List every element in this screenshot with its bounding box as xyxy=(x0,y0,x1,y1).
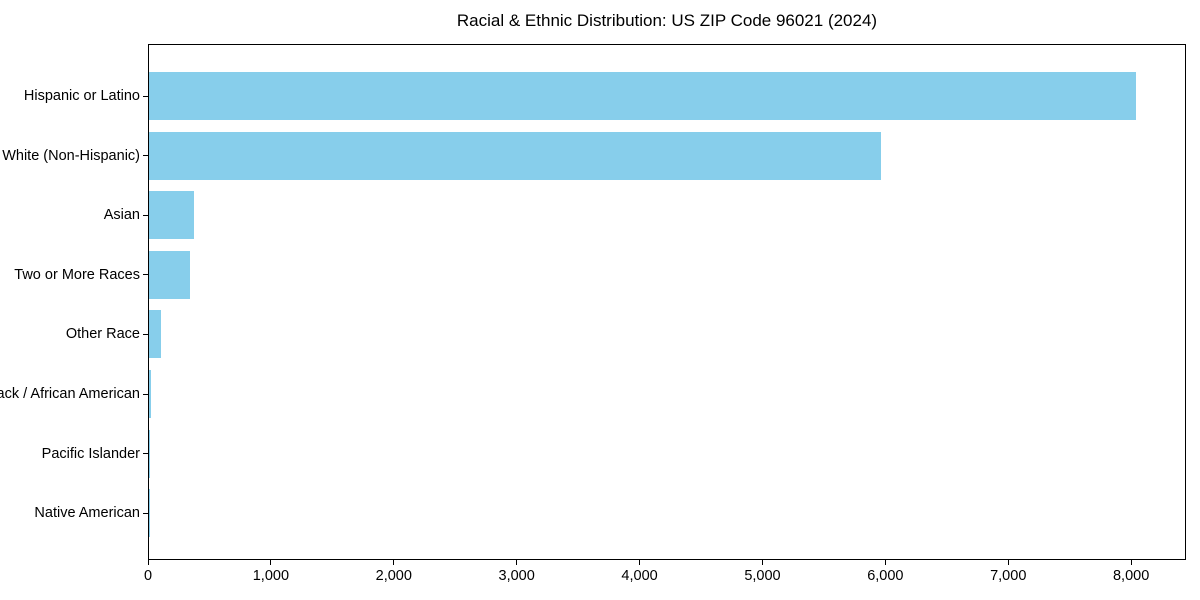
y-tick xyxy=(143,214,148,216)
x-tick-label: 7,000 xyxy=(990,568,1027,584)
x-tick xyxy=(639,560,641,565)
y-tick xyxy=(143,155,148,157)
y-tick-label: Two or More Races xyxy=(14,266,140,283)
y-tick xyxy=(143,333,148,335)
y-tick-label: White (Non-Hispanic) xyxy=(2,147,140,164)
bar-black-african-american xyxy=(149,370,151,418)
y-tick-label: Pacific Islander xyxy=(41,445,140,462)
x-tick-label: 2,000 xyxy=(375,568,412,584)
x-tick-label: 6,000 xyxy=(867,568,904,584)
x-tick-label: 8,000 xyxy=(1112,568,1150,584)
x-tick-label: 4,000 xyxy=(621,568,658,584)
chart-title: Racial & Ethnic Distribution: US ZIP Cod… xyxy=(456,11,878,30)
y-tick xyxy=(143,95,148,97)
y-tick xyxy=(143,393,148,395)
x-tick xyxy=(1007,560,1009,565)
y-tick-label: Hispanic or Latino xyxy=(23,88,140,104)
x-tick-label: 0 xyxy=(143,568,153,584)
y-tick-label: Other Race xyxy=(65,326,140,343)
y-tick xyxy=(143,512,148,514)
plot-area xyxy=(148,44,1186,560)
x-tick xyxy=(270,560,272,565)
bar-asian xyxy=(149,191,194,240)
bar-white-non-hispanic xyxy=(149,131,882,180)
y-tick xyxy=(143,274,148,276)
bar-pacific-islander xyxy=(149,429,151,478)
bar-hispanic-or-latino xyxy=(149,72,1136,120)
bar-two-or-more-races xyxy=(149,250,190,299)
x-tick-label: 1,000 xyxy=(252,568,290,584)
x-tick xyxy=(884,560,886,565)
x-tick xyxy=(516,560,518,565)
y-tick-label: Asian xyxy=(103,207,140,224)
x-tick-label: 5,000 xyxy=(744,568,781,584)
y-tick-label: Native American xyxy=(34,505,140,522)
x-tick xyxy=(1130,560,1132,565)
x-tick xyxy=(147,560,149,565)
y-tick-label: Black / African American xyxy=(0,386,140,402)
bar-native-american xyxy=(149,489,150,538)
x-tick-label: 3,000 xyxy=(498,568,535,584)
y-tick xyxy=(143,453,148,455)
x-tick xyxy=(393,560,395,565)
bar-other-race xyxy=(149,310,162,359)
x-tick xyxy=(761,560,763,565)
